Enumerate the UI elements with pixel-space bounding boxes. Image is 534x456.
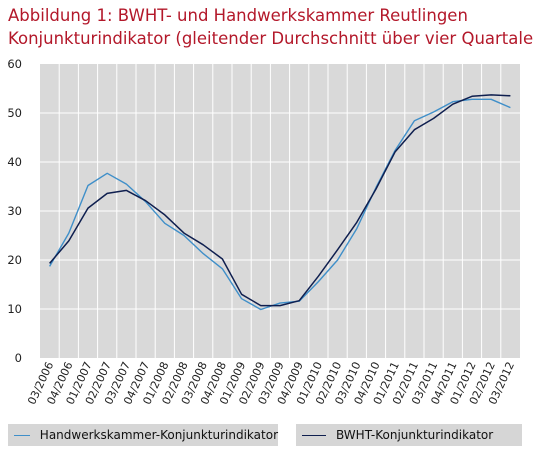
series-line-hwk <box>48 98 511 311</box>
chart-title-line-1: Abbildung 1: BWHT- und Handwerkskammer R… <box>8 6 468 25</box>
legend-label-bwht: BWHT-Konjunkturindikator <box>336 428 494 442</box>
y-tick-label: 50 <box>7 106 22 120</box>
legend-label-hwk: Handwerkskammer-Konjunkturindikator <box>39 428 278 442</box>
y-tick-label: 10 <box>7 302 22 316</box>
y-tick-label: 0 <box>15 351 22 365</box>
y-tick-label: 60 <box>7 57 22 71</box>
chart-title: Abbildung 1: BWHT- und Handwerkskammer R… <box>8 4 534 50</box>
line-chart: 010203040506003/200604/200601/200702/200… <box>7 57 520 407</box>
y-tick-label: 20 <box>7 253 22 267</box>
legend-swatch-hwk <box>14 434 30 436</box>
y-tick-label: 30 <box>7 204 22 218</box>
legend-item-hwk: Handwerkskammer-Konjunkturindikator <box>8 424 278 446</box>
y-tick-label: 40 <box>7 155 22 169</box>
legend-swatch-bwht <box>302 434 326 436</box>
series-line-bwht <box>49 94 511 307</box>
chart-title-line-2: Konjunkturindikator (gleitender Durchsch… <box>8 29 534 48</box>
legend-item-bwht: BWHT-Konjunkturindikator <box>296 424 522 446</box>
